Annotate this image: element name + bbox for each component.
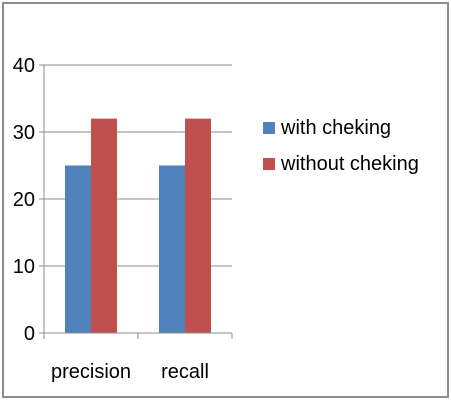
bar-recall-with-cheking: [159, 165, 185, 333]
x-category-label-precision: precision: [51, 361, 131, 383]
bar-precision-without-cheking: [91, 118, 117, 333]
bars: [65, 118, 211, 333]
y-tick-label-10: 10: [13, 256, 35, 278]
y-tick-label-30: 30: [13, 122, 35, 144]
bar-precision-with-cheking: [65, 165, 91, 333]
legend-label-0: with cheking: [280, 117, 391, 139]
y-tick-label-0: 0: [24, 323, 35, 345]
y-tick-labels: 0 10 20 30 40: [13, 55, 35, 345]
bar-recall-without-cheking: [185, 118, 211, 333]
y-tick-label-40: 40: [13, 55, 35, 77]
legend-label-1: without cheking: [280, 153, 419, 175]
x-category-labels: precision recall: [51, 361, 209, 383]
legend: with cheking without cheking: [263, 117, 419, 175]
axes: [39, 64, 233, 339]
legend-swatch-0: [263, 122, 275, 134]
legend-swatch-1: [263, 158, 275, 170]
x-category-label-recall: recall: [161, 361, 209, 383]
y-tick-label-20: 20: [13, 189, 35, 211]
